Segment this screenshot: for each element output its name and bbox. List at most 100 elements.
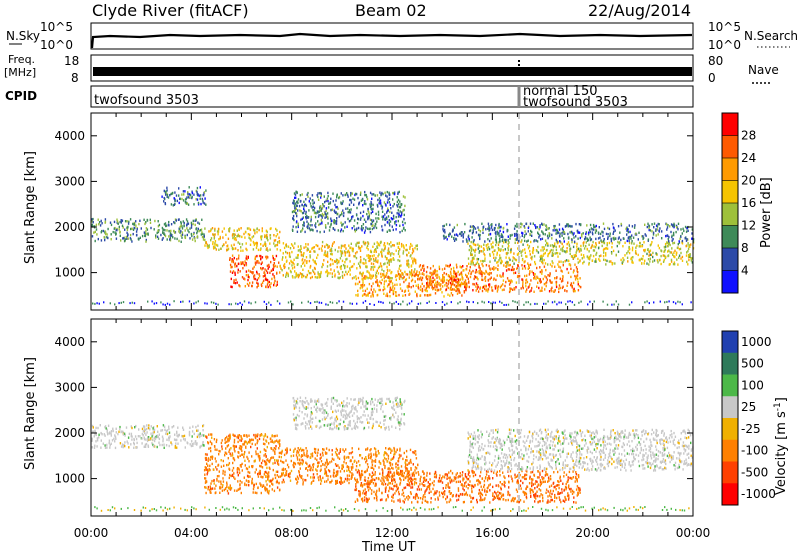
power-colorbar-tick-6: 4 (741, 264, 749, 278)
power-colorbar-tick-1: 24 (741, 151, 756, 165)
time-tick-label-6: 00:00 (676, 526, 711, 540)
power-colorbar-swatches (722, 113, 738, 294)
noise-right-tick-top: 10^5 (708, 20, 741, 34)
velocity-colorbar-swatch-7 (722, 483, 738, 506)
power-region-4 (279, 240, 418, 280)
velocity-colorbar-swatch-1 (722, 352, 738, 375)
velocity-colorbar-tick-6: -500 (741, 465, 768, 479)
velocity-region-5 (467, 428, 694, 472)
velocity-region-4 (354, 469, 581, 504)
date-title: 22/Aug/2014 (588, 1, 691, 20)
velocity-x-axis (90, 319, 694, 516)
cpid-panel: CPID twofsound 3503 normal 150 twofsound… (5, 84, 694, 110)
power-colorbar-tick-5: 8 (741, 241, 749, 255)
time-tick-label-2: 08:00 (274, 526, 309, 540)
cpid-label: CPID (5, 89, 37, 103)
time-axis-label: Time UT (361, 540, 415, 554)
frequency-panel: Freq. [MHz] 18 8 80 0 Nave (4, 53, 779, 85)
power-colorbar-swatch-7 (722, 270, 738, 294)
noise-left-tick-top: 10^5 (40, 20, 73, 34)
velocity-region-1 (203, 433, 281, 495)
velocity-ytick-label-1: 2000 (54, 426, 85, 440)
cpid-segment-2-line-1: normal 150 (523, 84, 598, 99)
power-ytick-label-0: 1000 (54, 266, 85, 280)
power-colorbar-ticks: 28 24 20 16 12 8 4 (722, 129, 756, 278)
power-ylabel: Slant Range [km] (23, 151, 38, 264)
power-y-axis: 1000 2000 3000 4000 (54, 129, 693, 280)
freq-left-tick-top: 18 (64, 54, 79, 68)
nsky-label: N.Sky (6, 29, 40, 43)
noise-left-tick-bottom: 10^0 (40, 38, 73, 52)
power-data-layer (91, 186, 695, 306)
velocity-colorbar-swatch-4 (722, 418, 738, 441)
velocity-colorbar-swatch-5 (722, 439, 738, 462)
power-colorbar-swatch-5 (722, 225, 738, 249)
power-region-1 (161, 186, 207, 207)
power-region-0 (91, 217, 205, 243)
velocity-colorbar-tick-4: -25 (741, 422, 761, 436)
velocity-region-2 (279, 446, 419, 486)
noise-right-tick-bottom: 10^0 (708, 38, 741, 52)
power-ytick-label-1: 2000 (54, 220, 85, 234)
power-colorbar-label: Power [dB] (759, 177, 774, 248)
power-region-2 (204, 227, 281, 252)
velocity-colorbar-tick-0: 1000 (741, 335, 772, 349)
time-tick-label-0: 00:00 (74, 526, 109, 540)
power-colorbar-tick-0: 28 (741, 129, 756, 143)
velocity-colorbar: 1000 500 100 25 -25 -100 -500 -1000 Velocity [m… (721, 330, 789, 506)
velocity-colorbar-tick-1: 500 (741, 357, 764, 371)
velocity-near-range-strip (94, 506, 690, 512)
cpid-segment-1: twofsound 3503 (94, 93, 199, 108)
power-colorbar-tick-2: 20 (741, 174, 756, 188)
velocity-data-layer (91, 396, 694, 512)
power-colorbar-tick-3: 16 (741, 196, 756, 210)
velocity-ytick-label-2: 3000 (54, 380, 85, 394)
freq-left-tick-bottom: 8 (71, 71, 79, 85)
noise-panel: N.Sky 10^5 10^0 10^5 10^0 N.Search (6, 20, 798, 52)
power-colorbar-swatch-2 (722, 158, 738, 181)
nave-tick-bottom: 0 (708, 71, 716, 85)
velocity-colorbar-swatch-2 (722, 374, 738, 397)
velocity-ytick-label-3: 4000 (54, 335, 85, 349)
velocity-y-axis: 1000 2000 3000 4000 (54, 335, 693, 486)
beam-title: Beam 02 (355, 1, 427, 20)
power-x-axis (90, 113, 694, 310)
power-colorbar-swatch-6 (722, 248, 738, 271)
nsearch-label: N.Search (744, 29, 798, 43)
power-colorbar-swatch-0 (722, 113, 738, 136)
time-axis-labels: 00:00 04:00 08:00 12:00 16:00 20:00 00:00 (74, 526, 711, 540)
noise-sky-trace (90, 32, 693, 49)
time-tick-label-4: 16:00 (475, 526, 510, 540)
time-tick-label-5: 20:00 (575, 526, 610, 540)
time-tick-label-3: 12:00 (375, 526, 410, 540)
cpid-segment-2-line-2: twofsound 3503 (523, 95, 628, 110)
frequency-trace (93, 67, 692, 76)
power-colorbar: 28 24 20 16 12 8 4 Power [dB] (721, 112, 774, 294)
velocity-colorbar-tick-3: 25 (741, 400, 756, 414)
velocity-region-0 (91, 424, 205, 450)
velocity-colorbar-tick-2: 100 (741, 378, 764, 392)
velocity-colorbar-swatch-3 (722, 396, 738, 419)
power-ytick-label-3: 4000 (54, 129, 85, 143)
power-colorbar-swatch-3 (722, 180, 738, 204)
power-region-9 (442, 222, 695, 243)
power-region-5 (291, 190, 406, 234)
velocity-region-3 (292, 396, 406, 431)
freq-label: Freq. (8, 53, 35, 66)
power-colorbar-tick-4: 12 (741, 219, 756, 233)
velocity-heatmap-panel: 1000 2000 3000 4000 Slant Range [km] (23, 318, 694, 517)
velocity-colorbar-label: Velocity [m s-1] (773, 397, 789, 495)
time-tick-label-1: 04:00 (174, 526, 209, 540)
velocity-colorbar-swatch-6 (722, 461, 738, 484)
power-ytick-label-2: 3000 (54, 174, 85, 188)
velocity-colorbar-swatch-0 (722, 331, 738, 354)
power-colorbar-swatch-4 (722, 203, 738, 226)
power-region-3 (229, 254, 281, 289)
velocity-colorbar-tick-7: -1000 (741, 487, 776, 501)
velocity-colorbar-ticks: 1000 500 100 25 -25 -100 -500 -1000 (741, 335, 776, 501)
velocity-ylabel: Slant Range [km] (23, 357, 38, 470)
mhz-label: [MHz] (4, 66, 36, 79)
station-title: Clyde River (fitACF) (92, 1, 249, 20)
